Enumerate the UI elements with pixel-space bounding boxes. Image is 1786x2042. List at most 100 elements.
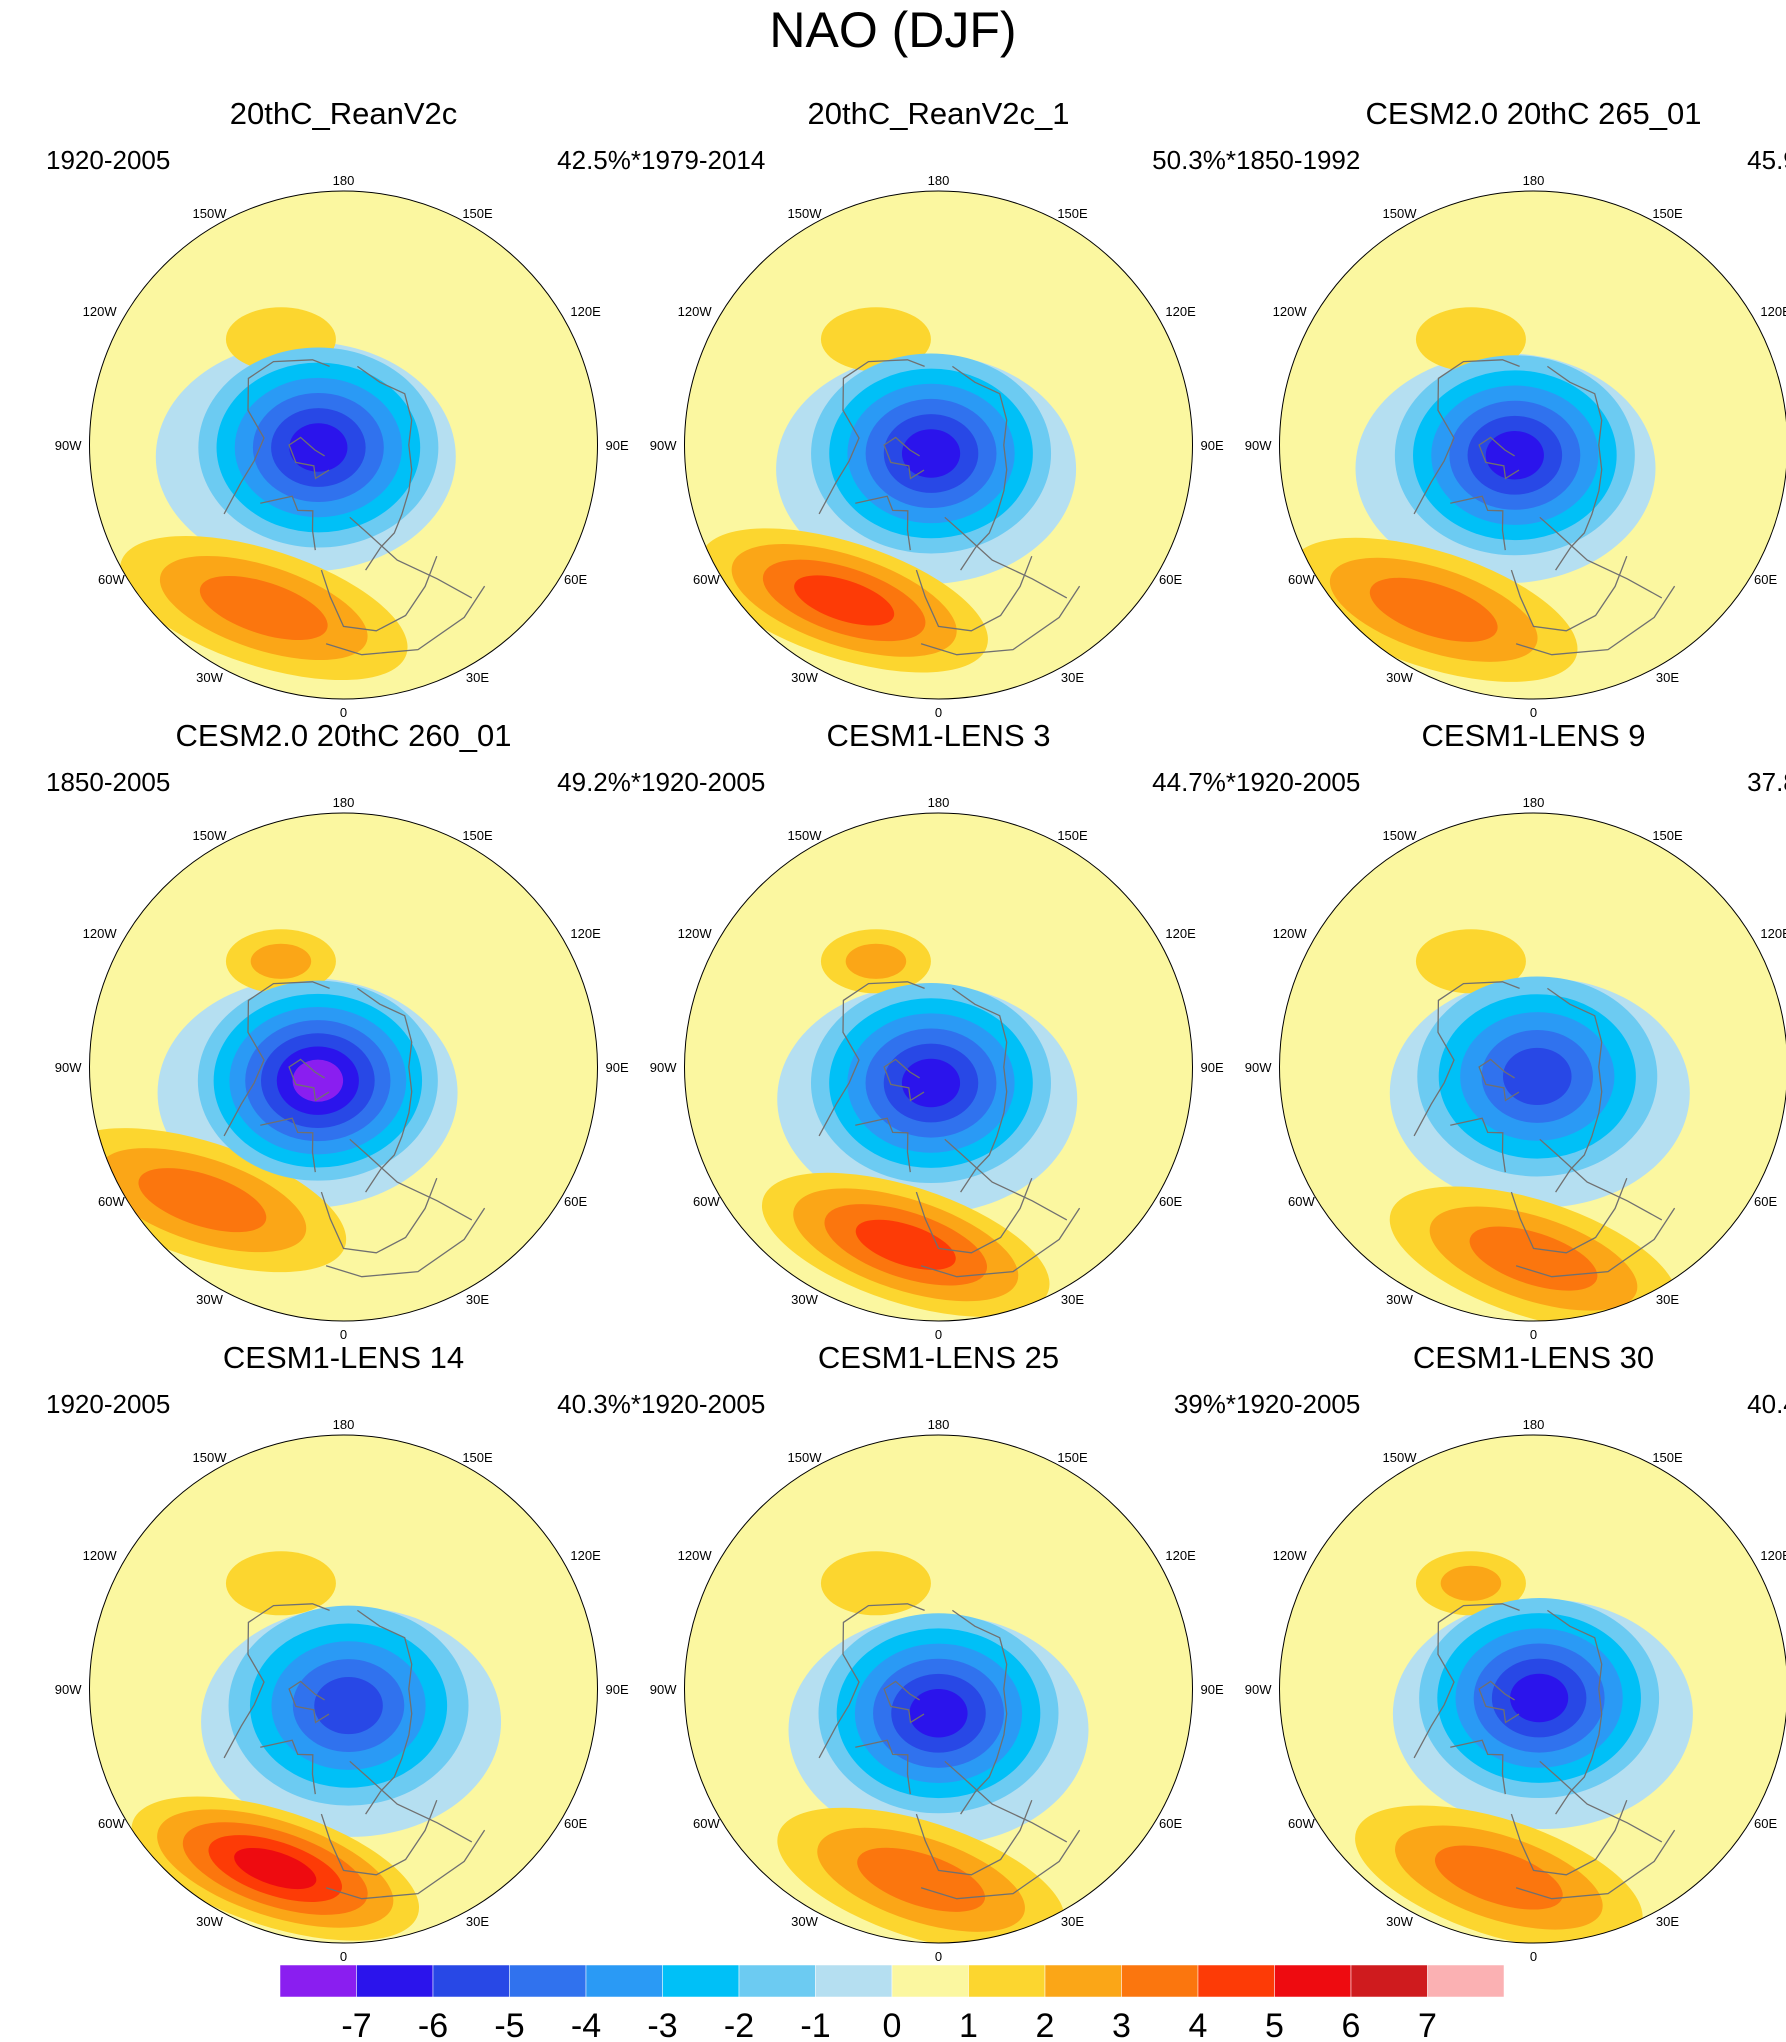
coastline [223, 981, 330, 1137]
longitude-label: 150E [1057, 828, 1088, 843]
contour-band [1369, 577, 1498, 642]
panel-period: 1920-2005 [641, 767, 766, 797]
longitude-label: 150E [462, 828, 493, 843]
longitude-label: 180 [333, 173, 355, 188]
map-panel: CESM1-LENS 9 1920-2005 37.8%* 180 150E 120… [1236, 717, 1786, 1342]
longitude-label: 30W [196, 670, 223, 685]
longitude-label: 60W [98, 1816, 125, 1831]
coastline [1510, 555, 1628, 632]
colorbar-tick-label: 0 [883, 2007, 902, 2042]
coastline [1515, 585, 1676, 656]
longitude-label: 120W [83, 1548, 118, 1563]
colorbar-tick-label: -7 [341, 2007, 371, 2042]
coastline [223, 359, 330, 515]
panel-title: 20thC_ReanV2c_1 [807, 96, 1070, 131]
longitude-label: 60E [1754, 572, 1777, 587]
longitude-label: 180 [1523, 795, 1545, 810]
longitude-label: 30W [1386, 1914, 1413, 1929]
coastline [1478, 1058, 1520, 1102]
longitude-label: 150W [788, 206, 823, 221]
colorbar-swatch [1427, 1965, 1505, 1998]
longitude-label: 0 [340, 1949, 347, 1964]
longitude-label: 30E [1656, 1292, 1679, 1307]
contour-band [820, 307, 931, 372]
contour-band [292, 1059, 344, 1102]
contour-band [1440, 1565, 1502, 1601]
longitude-label: 0 [340, 1327, 347, 1342]
longitude-label: 120E [1760, 1548, 1786, 1563]
panel-period: 1920-2005 [46, 1389, 171, 1419]
colorbar-tick-label: 5 [1265, 2007, 1284, 2042]
coastline [952, 365, 1008, 571]
longitude-label: 180 [1523, 173, 1545, 188]
contour-band [1510, 1673, 1569, 1723]
coastline [1478, 436, 1520, 480]
longitude-label: 30E [1061, 1292, 1084, 1307]
longitude-label: 120E [1760, 304, 1786, 319]
panel-variance: 44.7%* [1152, 767, 1236, 797]
contour-band [289, 423, 348, 472]
coastline [944, 516, 1068, 599]
panel-variance: 40.4%* [1747, 1389, 1786, 1419]
contour-band [314, 1677, 383, 1735]
longitude-label: 0 [340, 705, 347, 720]
map-outline [684, 1434, 1193, 1944]
coastline [952, 987, 1008, 1193]
colorbar-tick-label: 2 [1036, 2007, 1055, 2042]
contour-band [250, 943, 312, 979]
longitude-label: 150W [1383, 206, 1418, 221]
coastline [223, 1603, 330, 1759]
map-outline [1279, 812, 1786, 1322]
longitude-label: 120E [570, 926, 601, 941]
coastline [1539, 1138, 1663, 1221]
longitude-label: 90E [1201, 438, 1224, 453]
longitude-label: 150W [1383, 828, 1418, 843]
longitude-label: 180 [928, 1417, 950, 1432]
contour-band [1502, 1047, 1572, 1106]
longitude-label: 90W [55, 1060, 82, 1075]
longitude-label: 30E [1061, 1914, 1084, 1929]
coastline [1450, 495, 1506, 551]
coastline [357, 365, 413, 571]
coastline [260, 1739, 316, 1795]
colorbar-swatch [1197, 1965, 1275, 1998]
coastline [818, 981, 925, 1137]
colorbar-swatch [891, 1965, 969, 1998]
longitude-label: 0 [1530, 1327, 1537, 1342]
longitude-label: 120E [570, 1548, 601, 1563]
colorbar-tick-label: -4 [571, 2007, 601, 2042]
coastline [1510, 1799, 1628, 1876]
longitude-label: 90W [55, 1682, 82, 1697]
colorbar-tick-label: 1 [959, 2007, 978, 2042]
longitude-label: 150W [193, 206, 228, 221]
coastline [357, 987, 413, 1193]
longitude-label: 90E [1201, 1060, 1224, 1075]
longitude-label: 30E [466, 1292, 489, 1307]
longitude-label: 180 [333, 1417, 355, 1432]
coastline [1413, 359, 1520, 515]
coastline [1510, 1177, 1628, 1254]
colorbar-tick-label: -1 [800, 2007, 830, 2042]
coastline [288, 1058, 330, 1102]
longitude-label: 0 [935, 1949, 942, 1964]
coastline [1547, 1609, 1603, 1815]
panel-period: 1850-2005 [46, 767, 171, 797]
coastline [320, 1799, 438, 1876]
contour-band [138, 1168, 267, 1233]
longitude-label: 60W [1288, 572, 1315, 587]
contour-band [820, 1551, 931, 1616]
longitude-label: 120E [1165, 926, 1196, 941]
longitude-label: 120W [1273, 304, 1308, 319]
longitude-label: 60W [1288, 1194, 1315, 1209]
map-panel: CESM1-LENS 25 1920-2005 39%* 180 150E 120E… [641, 1339, 1236, 1964]
coastline [1450, 1117, 1506, 1173]
coastline [883, 1058, 925, 1102]
colorbar-tick-label: 6 [1342, 2007, 1361, 2042]
longitude-label: 30W [196, 1292, 223, 1307]
